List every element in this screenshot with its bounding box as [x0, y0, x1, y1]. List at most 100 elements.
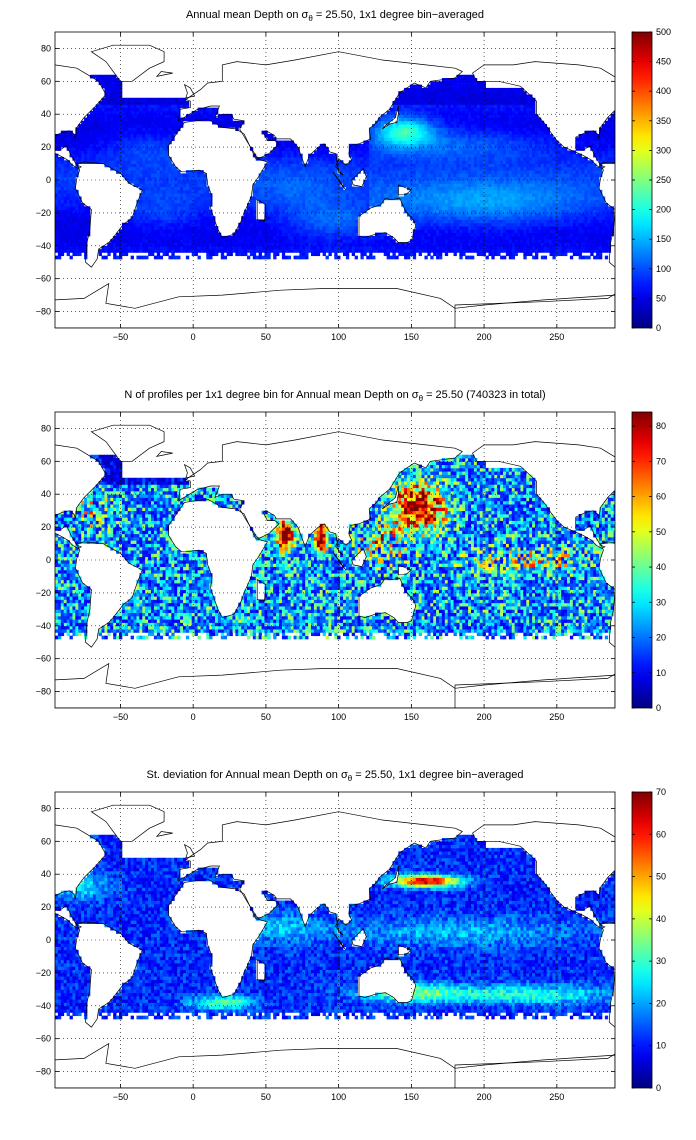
heatmap-cell: [415, 189, 420, 194]
heatmap-cell: [337, 199, 341, 204]
heatmap-cell: [439, 173, 443, 178]
heatmap-cell: [133, 137, 137, 141]
heatmap-cell: [249, 216, 254, 220]
heatmap-cell: [110, 81, 114, 86]
heatmap-cell: [151, 160, 155, 164]
heatmap-cell: [421, 235, 425, 240]
heatmap-cell: [151, 229, 155, 234]
heatmap-cell: [107, 104, 111, 109]
heatmap-cell: [81, 127, 85, 132]
heatmap-cell: [476, 153, 481, 158]
heatmap-cell: [313, 203, 318, 207]
heatmap-cell: [450, 140, 454, 145]
heatmap-cell: [223, 235, 228, 240]
heatmap-cell: [78, 203, 82, 207]
heatmap-cell: [258, 186, 262, 191]
heatmap-cell: [69, 206, 73, 210]
heatmap-cell: [171, 110, 175, 115]
heatmap-cell: [418, 196, 422, 201]
heatmap-cell: [72, 196, 76, 201]
heatmap-cell: [293, 153, 297, 158]
heatmap-cell: [148, 117, 152, 122]
heatmap-cell: [473, 147, 478, 151]
heatmap-cell: [113, 255, 117, 260]
heatmap-cell: [433, 114, 437, 118]
heatmap-cell: [273, 229, 277, 234]
heatmap-cell: [473, 199, 478, 204]
heatmap-cell: [401, 94, 405, 99]
heatmap-cell: [444, 226, 449, 230]
heatmap-cell: [453, 94, 457, 99]
heatmap-cell: [180, 97, 184, 102]
heatmap-cell: [418, 249, 422, 253]
heatmap-cell: [386, 160, 390, 164]
heatmap-cell: [404, 255, 408, 260]
heatmap-cell: [124, 120, 129, 125]
heatmap-cell: [159, 232, 164, 237]
heatmap-cell: [116, 143, 120, 148]
heatmap-cell: [270, 160, 274, 164]
heatmap-cell: [177, 242, 181, 247]
heatmap-cell: [450, 133, 454, 138]
heatmap-cell: [354, 143, 358, 148]
heatmap-cell: [462, 189, 466, 194]
heatmap-cell: [159, 209, 164, 214]
heatmap-cell: [142, 163, 146, 168]
heatmap-cell: [145, 199, 149, 204]
heatmap-cell: [78, 212, 82, 217]
heatmap-cell: [180, 180, 184, 184]
heatmap-cell: [183, 193, 187, 197]
heatmap-cell: [113, 163, 117, 168]
heatmap-cell: [145, 110, 149, 115]
heatmap-cell: [328, 170, 332, 174]
heatmap-cell: [78, 124, 82, 128]
heatmap-cell: [156, 147, 161, 151]
heatmap-cell: [340, 199, 344, 204]
heatmap-cell: [110, 124, 114, 128]
heatmap-cell: [354, 242, 358, 247]
heatmap-cell: [244, 229, 248, 234]
heatmap-cell: [476, 199, 481, 204]
heatmap-cell: [444, 107, 449, 112]
heatmap-cell: [293, 170, 297, 174]
heatmap-cell: [401, 120, 405, 125]
heatmap-cell: [424, 196, 428, 201]
heatmap-cell: [121, 133, 126, 138]
heatmap-cell: [412, 249, 417, 253]
heatmap-cell: [453, 160, 457, 164]
heatmap-cell: [459, 84, 463, 89]
heatmap-cell: [418, 97, 422, 102]
heatmap-cell: [476, 156, 481, 161]
heatmap-cell: [153, 173, 158, 178]
heatmap-cell: [354, 160, 358, 164]
heatmap-cell: [264, 163, 268, 168]
heatmap-cell: [276, 206, 280, 210]
heatmap-cell: [421, 114, 425, 118]
heatmap-cell: [142, 239, 146, 243]
heatmap-cell: [98, 150, 102, 155]
heatmap-cell: [174, 120, 178, 125]
heatmap-cell: [66, 186, 70, 191]
heatmap-cell: [107, 91, 111, 95]
heatmap-cell: [447, 137, 452, 141]
heatmap-cell: [273, 189, 277, 194]
heatmap-cell: [55, 209, 59, 214]
heatmap-cell: [72, 183, 76, 187]
heatmap-cell: [444, 143, 449, 148]
heatmap-cell: [296, 249, 300, 253]
heatmap-cell: [322, 249, 326, 253]
heatmap-cell: [311, 252, 315, 257]
heatmap-cell: [372, 163, 376, 168]
heatmap-cell: [462, 203, 466, 207]
heatmap-cell: [407, 249, 411, 253]
heatmap-cell: [98, 78, 102, 82]
heatmap-cell: [439, 193, 443, 197]
heatmap-cell: [369, 255, 373, 260]
heatmap-cell: [89, 153, 94, 158]
heatmap-cell: [430, 110, 434, 115]
heatmap-cell: [377, 180, 382, 184]
heatmap-cell: [360, 150, 364, 155]
heatmap-cell: [305, 180, 309, 184]
heatmap-cell: [386, 255, 390, 260]
heatmap-cell: [110, 78, 114, 82]
